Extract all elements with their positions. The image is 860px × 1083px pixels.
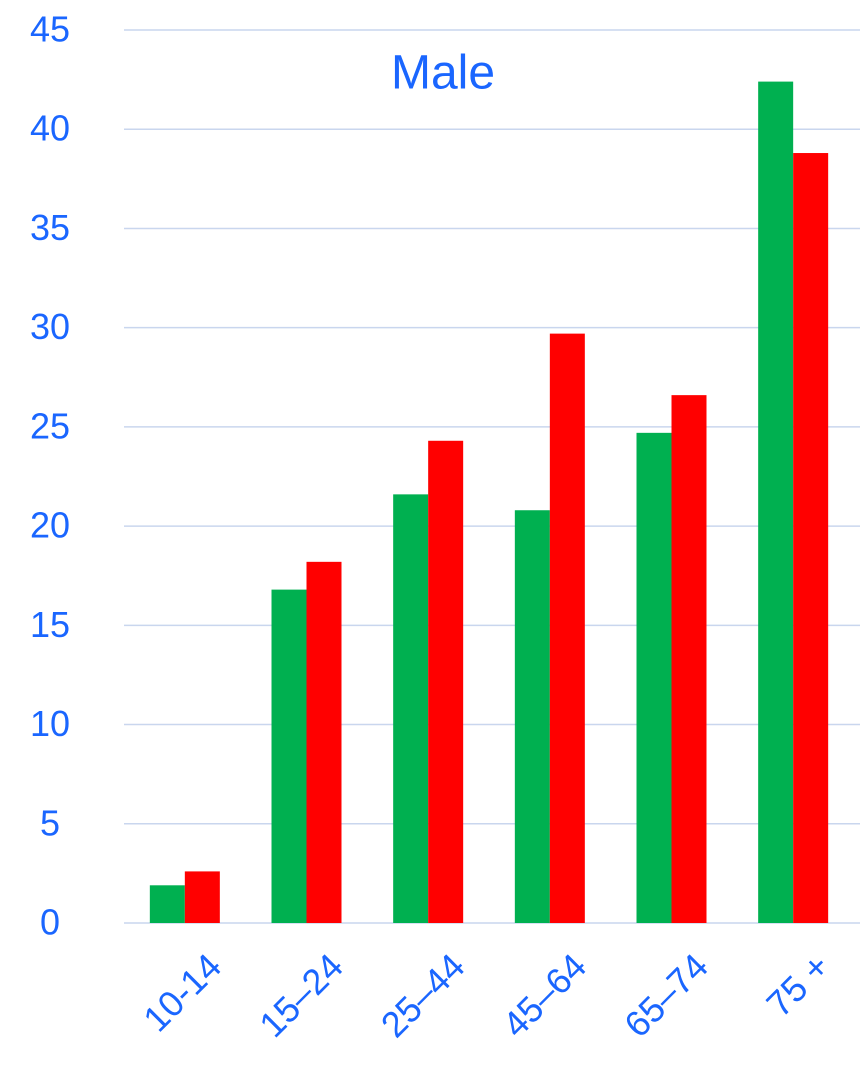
bar <box>514 510 550 923</box>
y-tick-label: 20 <box>30 505 70 546</box>
chart-title: Male <box>391 47 495 100</box>
y-tick-label: 45 <box>30 9 70 50</box>
x-tick-label: 10-14 <box>135 945 229 1039</box>
bar <box>758 81 794 923</box>
x-tick-label: 15–24 <box>251 945 351 1045</box>
bar <box>393 494 429 923</box>
y-tick-label: 0 <box>40 902 60 943</box>
bar <box>671 395 707 923</box>
bar <box>793 153 829 924</box>
y-tick-label: 10 <box>30 703 70 744</box>
y-tick-label: 15 <box>30 604 70 645</box>
y-tick-label: 25 <box>30 405 70 446</box>
y-tick-label: 35 <box>30 207 70 248</box>
x-tick-label: 65–74 <box>616 945 716 1045</box>
x-tick-label: 25–44 <box>373 945 473 1045</box>
x-tick-label: 75 + <box>758 945 837 1024</box>
bar <box>184 871 220 923</box>
y-tick-label: 5 <box>40 802 60 843</box>
y-tick-label: 40 <box>30 108 70 149</box>
bar <box>428 440 464 923</box>
bar <box>636 432 672 923</box>
bar <box>271 589 307 923</box>
bar <box>306 561 342 923</box>
x-tick-label: 45–64 <box>494 945 594 1045</box>
bar <box>149 885 185 923</box>
bar <box>549 333 585 923</box>
y-tick-label: 30 <box>30 306 70 347</box>
